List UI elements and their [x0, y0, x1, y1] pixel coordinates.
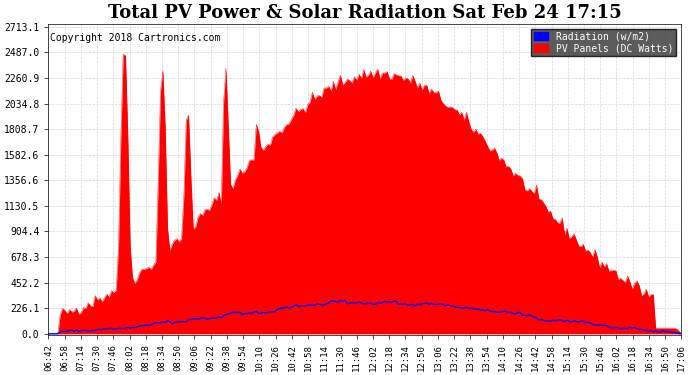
Legend: Radiation (w/m2), PV Panels (DC Watts): Radiation (w/m2), PV Panels (DC Watts): [531, 28, 676, 56]
Text: Copyright 2018 Cartronics.com: Copyright 2018 Cartronics.com: [50, 33, 220, 43]
Title: Total PV Power & Solar Radiation Sat Feb 24 17:15: Total PV Power & Solar Radiation Sat Feb…: [108, 4, 622, 22]
